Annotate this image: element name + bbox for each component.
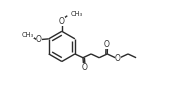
Text: O: O — [81, 63, 87, 72]
Text: O: O — [104, 40, 110, 49]
Text: CH₃: CH₃ — [22, 32, 34, 38]
Text: O: O — [59, 17, 65, 26]
Text: O: O — [115, 54, 121, 63]
Text: CH₃: CH₃ — [71, 11, 83, 17]
Text: O: O — [36, 35, 42, 44]
